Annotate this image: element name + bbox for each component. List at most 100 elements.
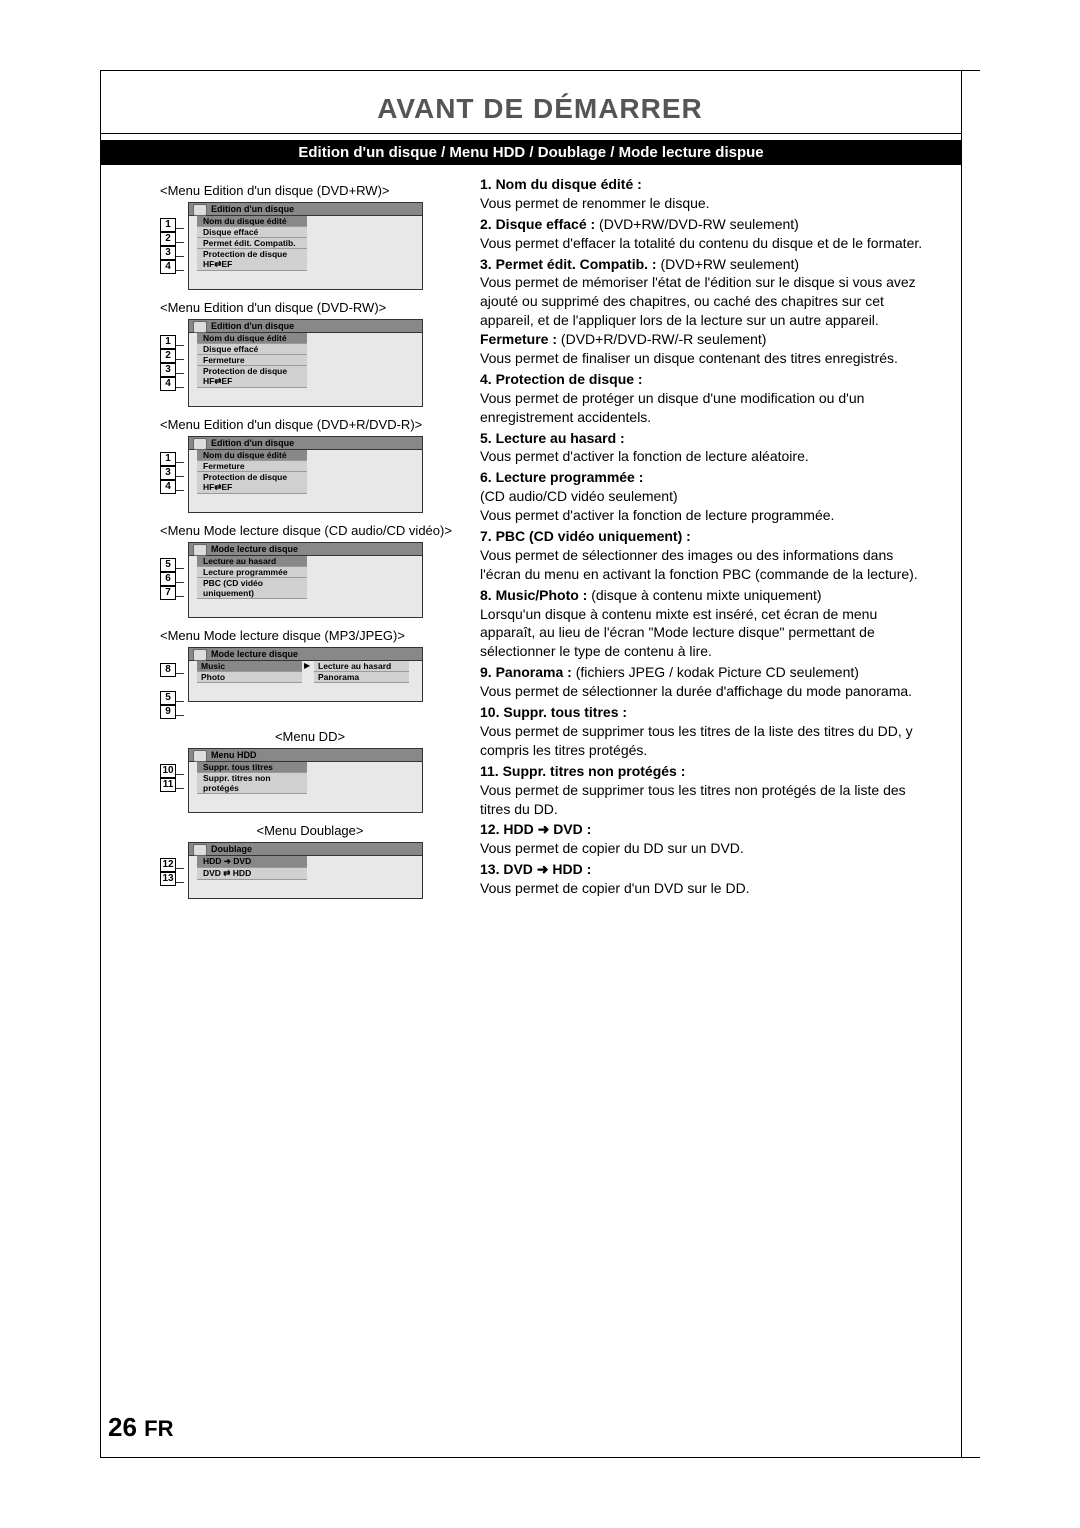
menu-header: Doublage (189, 843, 422, 856)
menu-box: Edition d'un disqueNom du disque éditéDi… (188, 319, 423, 407)
callout-number: 1 (160, 452, 176, 466)
callout-number: 4 (160, 377, 176, 391)
callout-number: 4 (160, 260, 176, 274)
definition-item: 8. Music/Photo : (disque à contenu mixte… (480, 586, 930, 662)
menu-item[interactable]: Lecture au hasard (314, 661, 409, 672)
callout-number: 9 (160, 705, 176, 719)
definition-item: 2. Disque effacé : (DVD+RW/DVD-RW seulem… (480, 215, 930, 253)
menu-item[interactable]: Disque effacé (197, 227, 307, 238)
page-title: AVANT DE DÉMARRER (100, 71, 980, 133)
right-column: 1. Nom du disque édité :Vous permet de r… (480, 175, 960, 909)
definition-list: 1. Nom du disque édité :Vous permet de r… (480, 175, 930, 898)
menu-item[interactable]: HDD ➜ DVD (197, 856, 307, 868)
callout-number: 3 (160, 363, 176, 377)
menu-numbers: 1234 (160, 319, 182, 391)
menu-item[interactable]: Music (197, 661, 302, 672)
menu-box: Mode lecture disqueLecture au hasardLect… (188, 542, 423, 618)
menu-item[interactable]: Panorama (314, 672, 409, 683)
definition-item: 9. Panorama : (fichiers JPEG / kodak Pic… (480, 663, 930, 701)
menu-numbers: 567 (160, 542, 182, 600)
callout-number: 7 (160, 586, 176, 600)
menu-caption: <Menu Edition d'un disque (DVD-RW)> (160, 300, 460, 315)
definition-item: 12. HDD ➜ DVD :Vous permet de copier du … (480, 820, 930, 858)
callout-number: 10 (160, 764, 176, 778)
callout-number: 5 (160, 691, 176, 705)
menu-item[interactable]: Photo (197, 672, 302, 683)
menu-item[interactable]: PBC (CD vidéo uniquement) (197, 578, 307, 599)
menu-header: Edition d'un disque (189, 320, 422, 333)
definition-item: 4. Protection de disque :Vous permet de … (480, 370, 930, 427)
page-lang: FR (144, 1416, 173, 1441)
menu-box: DoublageHDD ➜ DVDDVD ⇄ HDD (188, 842, 423, 899)
definition-item: 10. Suppr. tous titres :Vous permet de s… (480, 703, 930, 760)
callout-number: 3 (160, 466, 176, 480)
definition-item: 1. Nom du disque édité :Vous permet de r… (480, 175, 930, 213)
callout-number: 2 (160, 349, 176, 363)
menu-header: Mode lecture disque (189, 543, 422, 556)
menu-item[interactable]: DVD ⇄ HDD (197, 868, 307, 880)
menu-caption: <Menu Edition d'un disque (DVD+RW)> (160, 183, 460, 198)
menu-item[interactable]: Suppr. titres non protégés (197, 773, 307, 794)
page-number-value: 26 (108, 1412, 137, 1442)
menu-item[interactable]: Protection de disque HF⇄EF (197, 249, 307, 271)
menu-wrap: 134 Edition d'un disqueNom du disque édit… (160, 436, 460, 513)
menu-item[interactable]: Nom du disque édité (197, 333, 307, 344)
menu-item[interactable]: Lecture au hasard (197, 556, 307, 567)
menu-header: Edition d'un disque (189, 203, 422, 216)
menu-item[interactable]: Disque effacé (197, 344, 307, 355)
callout-number: 12 (160, 858, 176, 872)
definition-item: 7. PBC (CD vidéo uniquement) :Vous perme… (480, 527, 930, 584)
menu-item[interactable]: Fermeture (197, 461, 307, 472)
menu-wrap: 8 59 Mode lecture disqueMusicPhoto▶Lecture… (160, 647, 460, 719)
menu-header: Mode lecture disque (189, 648, 422, 661)
definition-item: 6. Lecture programmée :(CD audio/CD vidé… (480, 468, 930, 525)
definition-item: 5. Lecture au hasard :Vous permet d'acti… (480, 429, 930, 467)
menu-box: Edition d'un disqueNom du disque éditéFe… (188, 436, 423, 513)
menu-item[interactable]: Suppr. tous titres (197, 762, 307, 773)
menu-numbers: 1234 (160, 202, 182, 274)
section-bar: Edition d'un disque / Menu HDD / Doublag… (100, 140, 962, 165)
definition-item: 13. DVD ➜ HDD :Vous permet de copier d'u… (480, 860, 930, 898)
callout-number: 1 (160, 218, 176, 232)
menu-box: Menu HDDSuppr. tous titresSuppr. titres … (188, 748, 423, 813)
definition-item: 3. Permet édit. Compatib. : (DVD+RW seul… (480, 255, 930, 368)
menu-numbers: 134 (160, 436, 182, 494)
callout-number: 3 (160, 246, 176, 260)
menu-item[interactable]: Permet édit. Compatib. (197, 238, 307, 249)
menu-header: Edition d'un disque (189, 437, 422, 450)
frame-vline-left (100, 71, 101, 1457)
callout-number: 1 (160, 335, 176, 349)
callout-number: 2 (160, 232, 176, 246)
callout-number: 8 (160, 663, 176, 677)
title-underline (100, 133, 962, 134)
menu-item[interactable]: Protection de disque HF⇄EF (197, 472, 307, 494)
page-frame: AVANT DE DÉMARRER Edition d'un disque / … (100, 70, 980, 1458)
menu-header: Menu HDD (189, 749, 422, 762)
content-row: <Menu Edition d'un disque (DVD+RW)>1234E… (100, 165, 980, 909)
callout-number: 11 (160, 778, 176, 792)
menu-wrap: 1234 Edition d'un disqueNom du disque édi… (160, 319, 460, 407)
menu-item[interactable]: Nom du disque édité (197, 450, 307, 461)
left-column: <Menu Edition d'un disque (DVD+RW)>1234E… (100, 175, 480, 909)
definition-item: 11. Suppr. titres non protégés :Vous per… (480, 762, 930, 819)
menu-wrap: 1234 Edition d'un disqueNom du disque édi… (160, 202, 460, 290)
menu-numbers: 1213 (160, 842, 182, 886)
menu-numbers: 8 59 (160, 647, 182, 719)
menu-numbers: 1011 (160, 748, 182, 792)
callout-number: 6 (160, 572, 176, 586)
menu-item[interactable]: Lecture programmée (197, 567, 307, 578)
menu-box: Edition d'un disqueNom du disque éditéDi… (188, 202, 423, 290)
menu-wrap: 567 Mode lecture disqueLecture au hasardL… (160, 542, 460, 618)
frame-vline-right (961, 71, 962, 1457)
menu-caption: <Menu Doublage> (160, 823, 460, 838)
callout-number: 13 (160, 872, 176, 886)
menu-caption: <Menu Mode lecture disque (CD audio/CD v… (160, 523, 460, 538)
menu-item[interactable]: Protection de disque HF⇄EF (197, 366, 307, 388)
menu-wrap: 1213 DoublageHDD ➜ DVDDVD ⇄ HDD (160, 842, 460, 899)
callout-number: 5 (160, 558, 176, 572)
menu-item[interactable]: Nom du disque édité (197, 216, 307, 227)
menu-item[interactable]: Fermeture (197, 355, 307, 366)
menu-caption: <Menu DD> (160, 729, 460, 744)
menu-box: Mode lecture disqueMusicPhoto▶Lecture au… (188, 647, 423, 702)
menu-caption: <Menu Edition d'un disque (DVD+R/DVD-R)> (160, 417, 460, 432)
